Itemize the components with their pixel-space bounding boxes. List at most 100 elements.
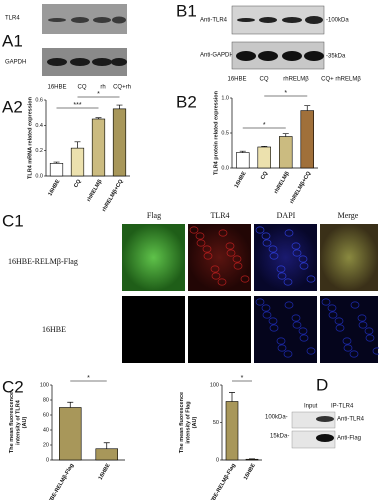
nucleus bbox=[196, 239, 206, 247]
nucleus bbox=[299, 334, 309, 342]
nucleus bbox=[283, 278, 293, 286]
lane-label: rhRELMβ bbox=[283, 77, 309, 83]
nucleus bbox=[261, 304, 271, 312]
nucleus bbox=[364, 327, 374, 335]
band-label: Anti-TLR4 bbox=[337, 417, 365, 423]
nucleus bbox=[283, 350, 293, 358]
y-tick-label: 0.5 bbox=[221, 130, 229, 136]
nucleus bbox=[357, 314, 367, 322]
bar bbox=[95, 448, 119, 461]
nucleus bbox=[262, 311, 272, 319]
x-tick-label: 16HBE bbox=[243, 462, 257, 481]
bar bbox=[300, 110, 314, 169]
blot-bands bbox=[236, 51, 324, 61]
lane-label: 16HBE bbox=[47, 85, 66, 91]
panel-letter: B2 bbox=[176, 92, 197, 111]
nucleus bbox=[255, 226, 265, 234]
error-bar bbox=[53, 161, 60, 164]
nucleus bbox=[284, 301, 294, 309]
nucleus bbox=[240, 275, 250, 283]
nucleus bbox=[291, 314, 301, 322]
panel-letter: A2 bbox=[2, 97, 23, 116]
nucleus bbox=[276, 265, 286, 273]
error-bar bbox=[74, 141, 81, 149]
nucleus bbox=[299, 262, 309, 270]
lane-label: CQ+rh bbox=[113, 85, 131, 91]
column-header: Merge bbox=[338, 211, 359, 220]
y-tick-label: 1.0 bbox=[221, 95, 229, 101]
nucleus bbox=[350, 301, 360, 309]
lane-label: Input bbox=[304, 404, 318, 410]
lane-label: CQ bbox=[260, 77, 269, 83]
nuclei bbox=[189, 226, 379, 358]
bar bbox=[112, 108, 127, 177]
x-tick-label: rhRELMβ+CQ bbox=[101, 178, 125, 213]
blot-bands bbox=[47, 58, 127, 66]
bar bbox=[236, 152, 250, 169]
error-bar bbox=[239, 150, 246, 153]
significance-label: * bbox=[87, 375, 90, 382]
error-bar bbox=[304, 105, 311, 111]
nucleus bbox=[334, 317, 344, 325]
x-tick-label: 16HBE-RELMβ-Flag bbox=[206, 463, 237, 500]
nucleus bbox=[327, 304, 337, 312]
x-tick-label: rhRELMβ+CQ bbox=[289, 170, 313, 205]
y-axis-label: intensity of Flag bbox=[185, 401, 191, 443]
lane-label: 16HBE bbox=[227, 77, 246, 83]
x-tick-label: CQ bbox=[260, 170, 270, 181]
row-label: 16HBE bbox=[42, 325, 66, 334]
micrograph bbox=[188, 296, 251, 363]
blot-bands bbox=[237, 16, 323, 24]
blot-bands bbox=[48, 16, 126, 24]
band-label: Anti-GAPDH bbox=[200, 53, 234, 59]
band-label: TLR4 bbox=[5, 16, 20, 22]
nucleus bbox=[268, 245, 278, 253]
blot-band bbox=[316, 416, 334, 422]
panel-letter: D bbox=[316, 375, 328, 394]
x-tick-label: 16HBE bbox=[98, 462, 112, 481]
nucleus bbox=[343, 344, 353, 352]
nucleus bbox=[262, 239, 272, 247]
nucleus bbox=[298, 327, 308, 335]
y-axis-label: TLR4 mRNA related expression bbox=[27, 96, 33, 179]
nucleus bbox=[255, 298, 265, 306]
nucleus bbox=[306, 275, 316, 283]
column-header: Flag bbox=[147, 211, 161, 220]
x-tick-label: rhRELMβ bbox=[86, 178, 104, 203]
nucleus bbox=[210, 265, 220, 273]
y-tick-label: 0.4 bbox=[35, 123, 43, 129]
significance-label: * bbox=[97, 91, 100, 98]
y-tick-label: 20 bbox=[43, 442, 49, 448]
nucleus bbox=[291, 242, 301, 250]
nucleus bbox=[284, 229, 294, 237]
y-tick-label: 0.0 bbox=[221, 165, 229, 171]
y-tick-label: 0.2 bbox=[35, 148, 43, 154]
bar bbox=[225, 401, 239, 461]
nucleus bbox=[298, 255, 308, 263]
blot-band bbox=[316, 434, 334, 442]
bar bbox=[278, 136, 293, 169]
panel-letter: B1 bbox=[176, 1, 197, 20]
nucleus bbox=[218, 229, 228, 237]
nucleus bbox=[342, 337, 352, 345]
y-tick-label: 40 bbox=[43, 427, 49, 433]
x-tick-label: 16HBE bbox=[47, 178, 61, 197]
significance-label: *** bbox=[73, 102, 81, 109]
nucleus bbox=[195, 232, 205, 240]
error-bar bbox=[229, 392, 235, 402]
band-label: GAPDH bbox=[5, 60, 26, 66]
nucleus bbox=[277, 344, 287, 352]
error-bar bbox=[261, 145, 268, 147]
nucleus bbox=[372, 347, 379, 355]
nucleus bbox=[306, 347, 316, 355]
error-bar bbox=[95, 117, 102, 119]
x-tick-label: 16HBE-RELMβ-Flag bbox=[44, 463, 75, 500]
nucleus bbox=[335, 324, 345, 332]
y-tick-label: 100 bbox=[40, 382, 49, 388]
y-tick-label: 0 bbox=[46, 457, 49, 463]
column-header: TLR4 bbox=[210, 211, 229, 220]
nucleus bbox=[211, 272, 221, 280]
nucleus bbox=[269, 324, 279, 332]
nucleus bbox=[233, 262, 243, 270]
panel-letter: A1 bbox=[2, 31, 23, 50]
